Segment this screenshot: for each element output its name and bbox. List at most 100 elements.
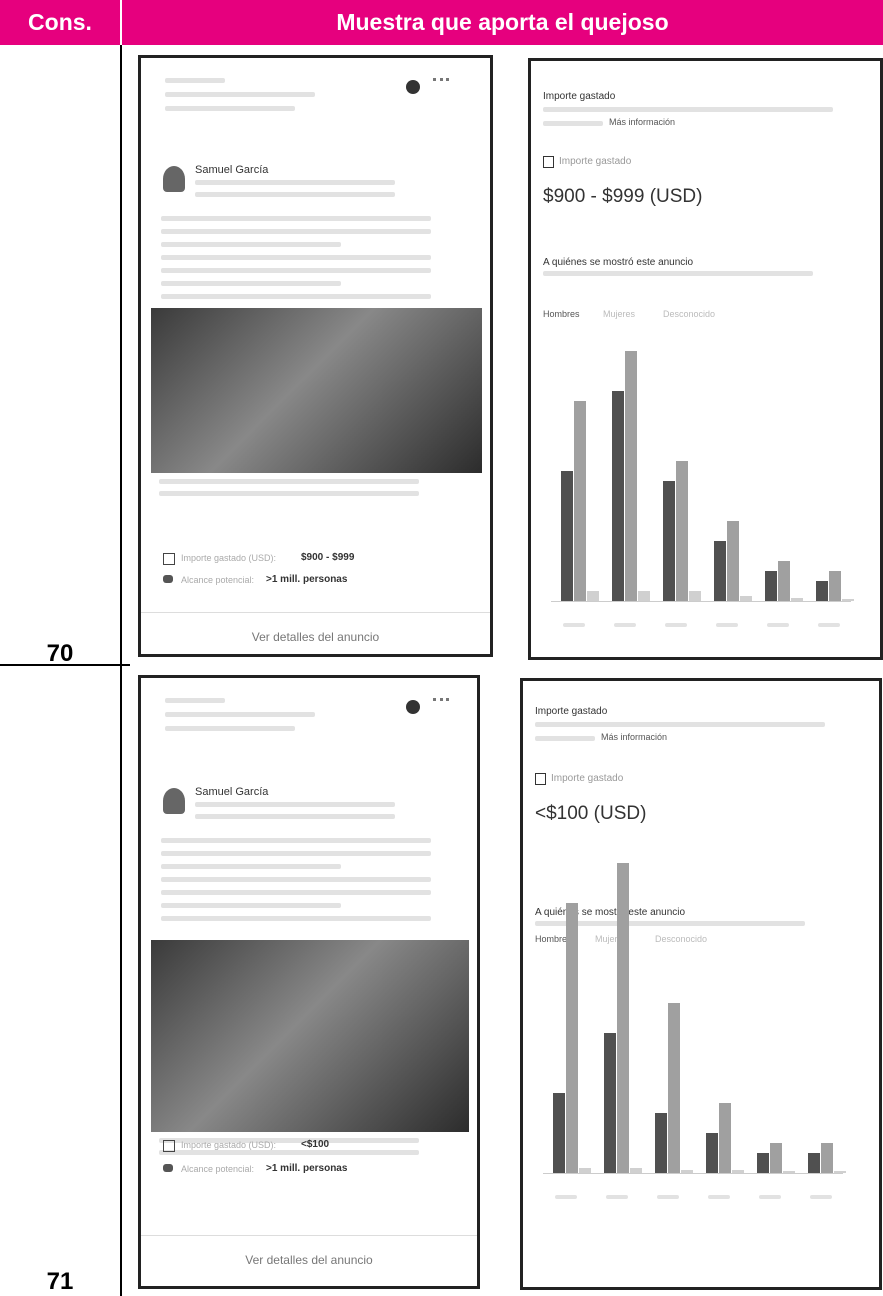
age-label — [657, 1195, 679, 1199]
row-divider — [0, 664, 130, 666]
sponsor-line — [195, 814, 395, 819]
bar — [579, 1168, 591, 1173]
details-link[interactable]: Ver detalles del anuncio — [245, 1253, 373, 1267]
spend-label: Importe gastado — [559, 156, 632, 167]
reach-icon — [163, 575, 173, 583]
facebook-icon — [406, 80, 420, 94]
text-line — [161, 877, 431, 882]
divider — [141, 1235, 477, 1236]
bar — [821, 1143, 833, 1173]
details-link[interactable]: Ver detalles del anuncio — [251, 630, 380, 644]
audience-line — [535, 921, 805, 926]
caption-line — [159, 479, 419, 484]
baseline — [551, 601, 851, 602]
more-link[interactable]: Más información — [601, 732, 668, 742]
spend-label: Importe gastado (USD): — [181, 1140, 277, 1150]
bar — [561, 471, 573, 601]
bar — [655, 1113, 667, 1173]
text-line — [161, 903, 341, 908]
insights-title: Importe gastado — [543, 91, 616, 102]
reach-label: Alcance potencial: — [181, 1164, 255, 1174]
spend-label: Importe gastado — [551, 773, 624, 784]
age-label — [759, 1195, 781, 1199]
meta-line — [165, 698, 225, 703]
gender-tab[interactable]: Desconocido — [663, 309, 716, 319]
age-label — [708, 1195, 730, 1199]
ad-card: Samuel García Importe gastado (USD): <$100… — [138, 675, 480, 1289]
spend-icon — [163, 1140, 175, 1152]
age-label — [555, 1195, 577, 1199]
more-link[interactable]: Más información — [609, 117, 676, 127]
caption-line — [159, 491, 419, 496]
audience-title: A quiénes se mostró este anuncio — [535, 907, 686, 918]
bar — [612, 391, 624, 601]
spend-icon — [163, 553, 175, 565]
bar — [765, 571, 777, 601]
text-line — [161, 255, 431, 260]
gender-tab[interactable]: Mujeres — [595, 934, 628, 944]
reach-label: Alcance potencial: — [181, 575, 255, 585]
meta-line — [165, 92, 315, 97]
text-line — [161, 281, 341, 286]
bar — [553, 1093, 565, 1173]
text-line — [161, 268, 431, 273]
cons-number: 70 — [46, 640, 74, 667]
bar — [668, 1003, 680, 1173]
spend-icon — [543, 156, 554, 168]
column-divider — [120, 45, 122, 1296]
spend-icon — [535, 773, 546, 785]
gender-tab[interactable]: Desconocido — [655, 934, 708, 944]
reach-value: >1 mill. personas — [266, 574, 348, 585]
text-line — [161, 916, 431, 921]
text-line — [161, 851, 431, 856]
meta-line — [165, 712, 315, 717]
bar — [676, 461, 688, 601]
avatar — [163, 166, 185, 192]
meta-line — [165, 78, 225, 83]
desc-line — [543, 121, 603, 126]
age-label — [810, 1195, 832, 1199]
gender-tab[interactable]: Mujeres — [603, 309, 636, 319]
insights-card: Importe gastado Más información Importe ga… — [520, 678, 882, 1290]
bar — [727, 521, 739, 601]
bar — [617, 863, 629, 1173]
meta-line — [165, 726, 295, 731]
bar — [834, 1171, 846, 1173]
bar — [625, 351, 637, 601]
text-line — [161, 864, 341, 869]
bar — [681, 1170, 693, 1173]
menu-dots — [433, 698, 449, 705]
age-label — [716, 623, 738, 627]
advertiser-name: Samuel García — [195, 786, 269, 798]
sponsor-line — [195, 802, 395, 807]
menu-dots — [433, 78, 449, 85]
text-line — [161, 838, 431, 843]
insights-card: Importe gastado Más información Importe ga… — [528, 58, 883, 660]
text-line — [161, 216, 431, 221]
cons-number: 71 — [46, 1268, 74, 1295]
bar — [689, 591, 701, 601]
age-label — [614, 623, 636, 627]
age-label — [606, 1195, 628, 1199]
ad-photo — [151, 940, 469, 1132]
ad-photo — [151, 308, 482, 473]
spend-label: Importe gastado (USD): — [181, 553, 277, 563]
bar — [663, 481, 675, 601]
sponsor-line — [195, 180, 395, 185]
bar — [791, 598, 803, 601]
bar — [630, 1168, 642, 1173]
gender-tab[interactable]: Hombres — [543, 309, 580, 319]
bar — [783, 1171, 795, 1173]
bar — [808, 1153, 820, 1173]
age-label — [665, 623, 687, 627]
advertiser-name: Samuel García — [195, 164, 269, 176]
text-line — [161, 294, 431, 299]
age-label — [818, 623, 840, 627]
age-label — [563, 623, 585, 627]
caption-line — [159, 1138, 419, 1143]
divider — [141, 612, 490, 613]
bar — [587, 591, 599, 601]
audience-line — [543, 271, 813, 276]
gender-tab[interactable]: Hombres — [535, 934, 572, 944]
